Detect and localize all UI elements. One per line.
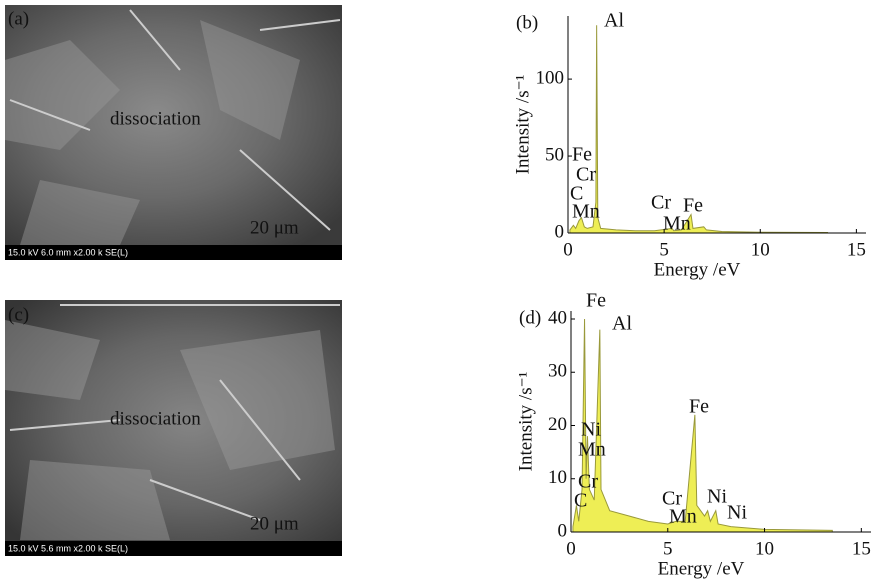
info: 15.0 kV 5.6 mm x2.00 k SE(L)	[8, 543, 128, 553]
peak-label: Fe	[572, 144, 592, 166]
y-tick-label: 20	[548, 414, 567, 435]
x-tick-label: 10	[755, 538, 774, 559]
x-tick-label: 15	[847, 239, 866, 260]
y-axis-label: Intensity /s⁻¹	[512, 74, 533, 174]
y-tick-label: 50	[545, 144, 564, 165]
y-tick-label: 30	[548, 361, 567, 382]
y-tick-label: 100	[536, 67, 565, 88]
y-tick-label: 10	[548, 467, 567, 488]
peak-label: Al	[604, 10, 624, 32]
peak-label: Mn	[578, 439, 606, 461]
peak-label: C	[574, 490, 587, 512]
peak-label: Ni	[727, 502, 747, 524]
x-axis-label: Energy /eV	[654, 259, 741, 280]
x-tick-label: 10	[751, 239, 770, 260]
peak-label: Cr	[651, 192, 671, 214]
y-axis-label: Intensity /s⁻¹	[515, 371, 536, 471]
x-axis-label: Energy /eV	[658, 558, 745, 579]
peak-label: Ni	[707, 486, 727, 508]
annotation: dissociation	[110, 108, 201, 129]
panel-label: (d)	[519, 307, 541, 328]
sem-panel: (a) dissociation 20 μm 15.0 kV 6.0 mm x2…	[5, 5, 342, 260]
peak-label: Al	[612, 313, 632, 335]
y-tick-label: 40	[548, 307, 567, 328]
x-tick-label: 0	[563, 239, 573, 260]
panel-label: (c)	[8, 304, 29, 325]
figure: (a) dissociation 20 μm 15.0 kV 6.0 mm x2…	[0, 0, 874, 580]
scale-label: 20 μm	[250, 513, 299, 534]
x-tick-label: 0	[566, 538, 576, 559]
peak-label: Mn	[669, 506, 697, 528]
panel-label: (a)	[8, 8, 29, 29]
info: 15.0 kV 6.0 mm x2.00 k SE(L)	[8, 247, 128, 257]
peak-label: Mn	[572, 201, 600, 223]
panel-label: (b)	[516, 12, 538, 33]
x-tick-label: 15	[852, 538, 871, 559]
sem-panel: (c) dissociation 20 μm 15.0 kV 5.6 mm x2…	[5, 300, 342, 556]
peak-label: Fe	[586, 290, 606, 312]
scale-label: 20 μm	[250, 217, 299, 238]
peak-label: Fe	[689, 396, 709, 418]
peak-label: Mn	[663, 213, 691, 235]
x-tick-label: 5	[659, 239, 669, 260]
x-tick-label: 5	[663, 538, 673, 559]
spectrum	[573, 319, 832, 532]
annotation: dissociation	[110, 408, 201, 429]
peak-label: Ni	[581, 419, 601, 441]
